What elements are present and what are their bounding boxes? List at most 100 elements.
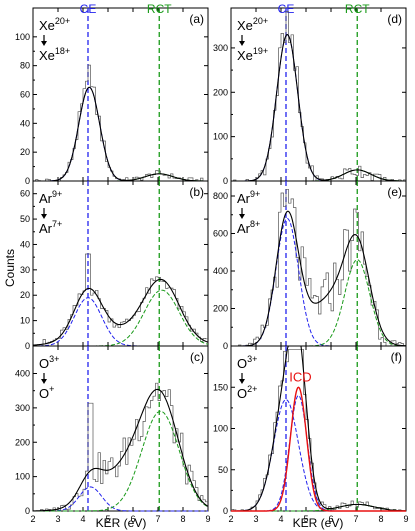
ion-label-top: Ar9+ [39, 189, 62, 206]
panel-tag: (c) [190, 350, 204, 364]
ion-label-bottom-charge: 2+ [247, 384, 257, 394]
fit-component-ce [33, 486, 208, 512]
x-tick-label: 7 [155, 514, 160, 524]
x-tick-label: 8 [180, 514, 185, 524]
y-tick-label: 600 [213, 229, 228, 239]
ion-label-bottom: Ar8+ [237, 219, 260, 236]
fit-total-curve [33, 86, 208, 182]
x-tick-label: 2 [228, 514, 233, 524]
y-tick-label: 800 [213, 191, 228, 201]
plot-frame [230, 180, 407, 347]
x-tick-label: 6 [130, 514, 135, 524]
y-tick-label: 0 [223, 341, 228, 351]
y-tick-label: 300 [213, 43, 228, 53]
y-tick-label: 150 [213, 382, 228, 392]
fit-component-ce [231, 399, 406, 512]
histogram-data [33, 253, 208, 347]
panel-tag: (b) [189, 185, 204, 199]
histogram-data [231, 188, 406, 347]
fit-component-ce2 [231, 394, 406, 512]
histogram-data [33, 64, 208, 182]
panel-d: 0 100 200 300 CE RCT Xe20+ Xe19+ (d) [213, 2, 407, 186]
ion-label-top: O3+ [237, 354, 257, 371]
panel-tag: (f) [391, 350, 402, 364]
fit-component-rct [33, 289, 209, 347]
y-tick-label: 300 [15, 403, 30, 413]
ion-label-top-charge: 20+ [55, 16, 70, 26]
arrow-head-icon [239, 41, 245, 46]
panel-b: 0 10 20 30 40 50 60 Ar9+ Ar7+ (b) [20, 180, 209, 351]
ion-label-bottom-charge: 18+ [55, 46, 70, 56]
histogram-data [231, 348, 406, 512]
y-tick-label: 30 [20, 265, 30, 275]
ion-label-top-charge: 3+ [247, 354, 257, 364]
arrow-head-icon [239, 214, 245, 219]
ion-label-top-charge: 3+ [49, 354, 59, 364]
y-tick-label: 200 [213, 304, 228, 314]
panel-tag: (d) [387, 12, 402, 26]
x-tick-label: 5 [105, 514, 110, 524]
arrow-head-icon [41, 41, 47, 46]
ion-label-bottom: O2+ [237, 384, 257, 401]
panel-a: 0 20 40 60 80 100 CE RCT Xe20+ Xe18+ (a) [15, 2, 209, 186]
ion-label-top: Xe20+ [237, 16, 268, 33]
y-tick-label: 100 [213, 424, 228, 434]
y-tick-label: 60 [20, 189, 30, 199]
rct-label: RCT [147, 2, 172, 16]
x-tick-label: 5 [303, 514, 308, 524]
y-tick-label: 100 [15, 472, 30, 482]
fit-total-curve [231, 210, 407, 347]
y-tick-label: 100 [15, 32, 30, 42]
y-tick-label: 0 [25, 176, 30, 186]
y-tick-label: 200 [15, 437, 30, 447]
x-tick-label: 2 [30, 514, 35, 524]
ion-label-bottom: Xe18+ [39, 46, 70, 63]
panel-f: 0 50 100 150 2 3 4 5 6 7 8 9 ICD O3+ O2+ (f) [213, 345, 409, 524]
icd-label: ICD [289, 369, 311, 384]
y-tick-label: 20 [20, 147, 30, 157]
ion-label-bottom-charge: 7+ [52, 219, 62, 229]
arrow-head-icon [41, 214, 47, 219]
y-tick-label: 40 [20, 118, 30, 128]
y-tick-label: 50 [218, 465, 228, 475]
y-tick-label: 0 [223, 176, 228, 186]
plot-frame [32, 180, 209, 347]
panel-c: 0 100 200 300 400 2 3 4 5 6 7 8 9 O3+ O+ (c) [15, 345, 211, 524]
fit-total-curve [231, 33, 406, 182]
plot-frame [32, 7, 209, 182]
y-tick-label: 50 [20, 214, 30, 224]
fit-component-ce [231, 34, 406, 182]
ion-label-top: Ar9+ [237, 189, 260, 206]
x-tick-label: 6 [328, 514, 333, 524]
fit-component-rct [33, 410, 209, 512]
icd-curve [231, 386, 406, 512]
ion-label-bottom: Xe19+ [237, 46, 268, 63]
x-tick-label: 9 [205, 514, 210, 524]
y-tick-label: 0 [223, 506, 228, 516]
plot-frame [230, 345, 407, 512]
ion-label-bottom: Ar7+ [39, 219, 62, 236]
y-tick-label: 80 [20, 61, 30, 71]
x-tick-label: 4 [278, 514, 283, 524]
fit-total-curve [231, 345, 407, 512]
histogram-data [231, 11, 406, 182]
fit-component-ce [33, 297, 208, 347]
fit-component-ce [231, 217, 406, 347]
x-tick-label: 8 [378, 514, 383, 524]
y-tick-label: 20 [20, 290, 30, 300]
y-tick-label: 0 [25, 506, 30, 516]
panel-e: 0 200 400 600 800 Ar9+ Ar8+ (e) [213, 180, 407, 351]
y-axis-label: Counts [3, 249, 17, 287]
rct-label: RCT [345, 2, 370, 16]
y-tick-label: 200 [213, 87, 228, 97]
x-tick-label: 3 [253, 514, 258, 524]
y-tick-label: 400 [15, 369, 30, 379]
ion-label-bottom-charge: + [49, 384, 54, 394]
plot-frame [32, 345, 209, 512]
x-axis-label-left: KER (eV) [96, 516, 147, 530]
fit-total-curve [33, 388, 209, 512]
ion-label-bottom-charge: 8+ [250, 219, 260, 229]
ion-label-top: O3+ [39, 354, 59, 371]
